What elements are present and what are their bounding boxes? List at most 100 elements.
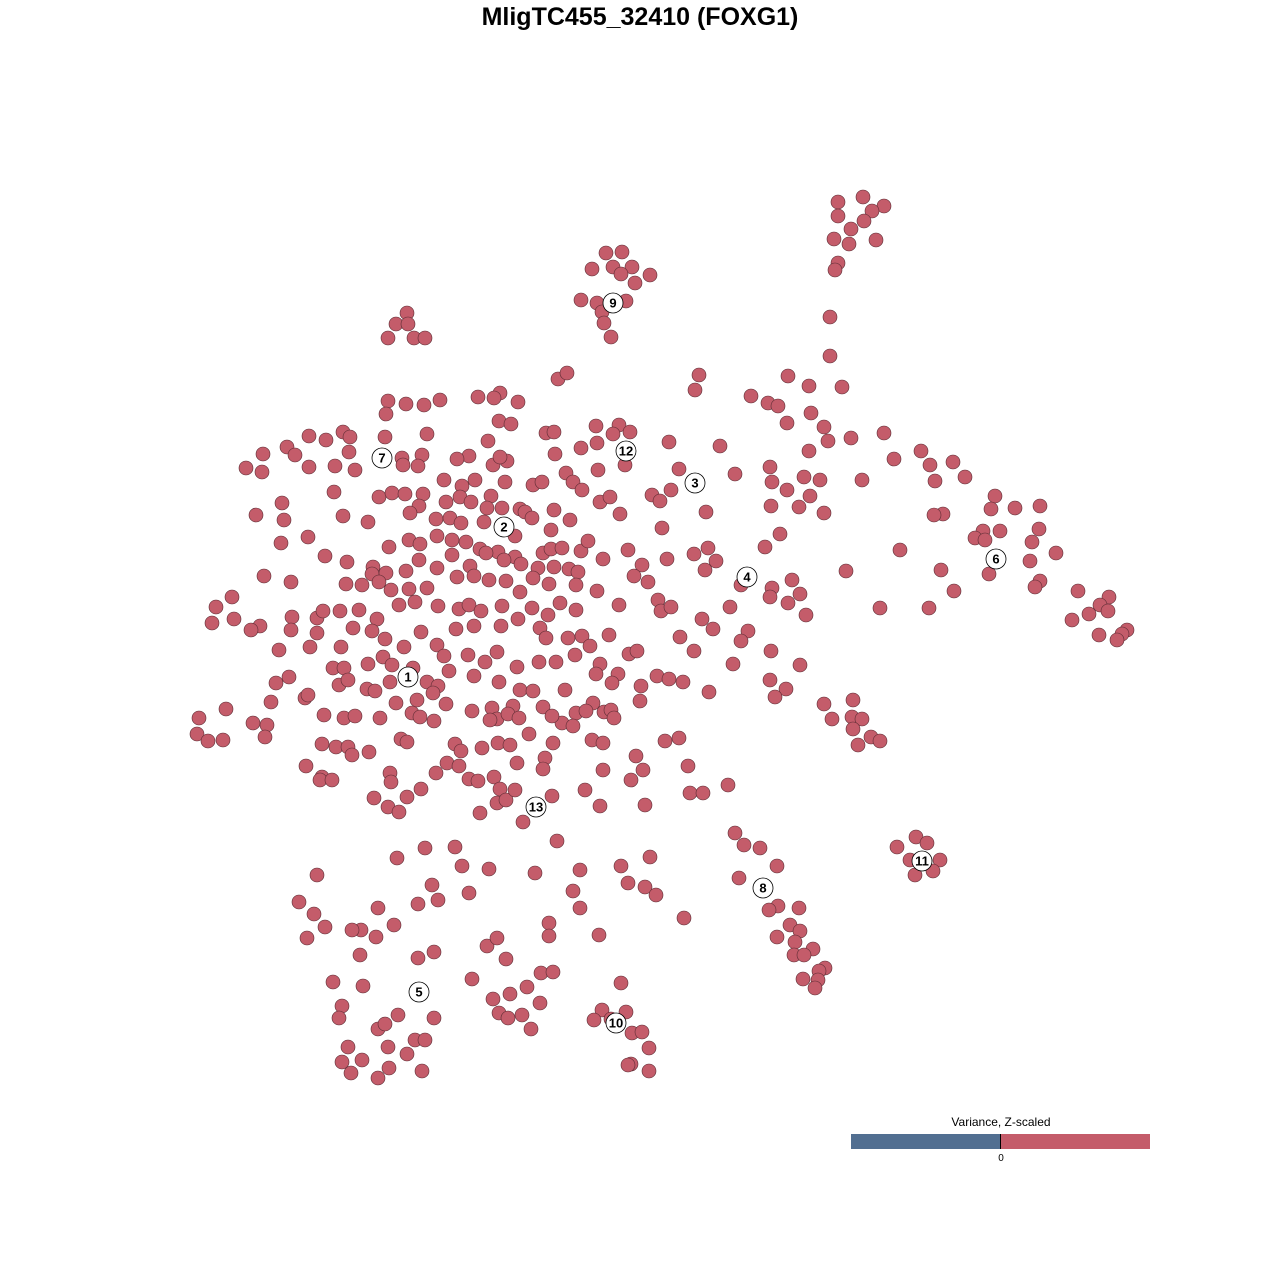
data-point	[541, 928, 557, 944]
data-point	[977, 532, 993, 548]
data-point	[827, 262, 843, 278]
data-point	[257, 729, 273, 745]
data-point	[720, 777, 736, 793]
data-point	[798, 607, 814, 623]
data-point	[300, 529, 316, 545]
data-point	[787, 934, 803, 950]
data-point	[671, 461, 687, 477]
cluster-label-badge	[525, 796, 547, 818]
data-point	[573, 543, 589, 559]
data-point	[352, 947, 368, 963]
data-point	[259, 717, 275, 733]
data-point	[238, 460, 254, 476]
data-point	[396, 639, 412, 655]
data-point	[557, 682, 573, 698]
data-point	[490, 735, 506, 751]
data-point	[816, 505, 832, 521]
data-point	[572, 862, 588, 878]
data-point	[498, 792, 514, 808]
data-point	[345, 620, 361, 636]
data-point	[604, 675, 620, 691]
data-point	[845, 721, 861, 737]
data-point	[769, 929, 785, 945]
data-point	[872, 600, 888, 616]
data-point	[770, 398, 786, 414]
data-point	[854, 711, 870, 727]
data-point	[436, 472, 452, 488]
data-point	[642, 267, 658, 283]
data-point	[534, 474, 550, 490]
data-point	[743, 388, 759, 404]
data-point	[834, 379, 850, 395]
data-point	[510, 611, 526, 627]
data-point	[299, 930, 315, 946]
data-point	[856, 213, 872, 229]
data-point	[731, 870, 747, 886]
data-point	[276, 512, 292, 528]
data-point	[784, 572, 800, 588]
data-point	[792, 586, 808, 602]
data-point	[1024, 534, 1040, 550]
data-point	[686, 643, 702, 659]
data-point	[324, 772, 340, 788]
data-point	[371, 574, 387, 590]
data-point	[331, 1010, 347, 1026]
data-point	[838, 563, 854, 579]
data-point	[801, 443, 817, 459]
data-point	[524, 600, 540, 616]
data-point	[492, 449, 508, 465]
data-point	[1048, 545, 1064, 561]
data-point	[316, 707, 332, 723]
data-point	[531, 654, 547, 670]
data-point	[410, 896, 426, 912]
data-point	[430, 598, 446, 614]
data-point	[512, 584, 528, 600]
data-point	[661, 671, 677, 687]
cluster-label-5: 5	[408, 981, 430, 1003]
data-point	[983, 501, 999, 517]
data-point	[507, 782, 523, 798]
data-point	[826, 231, 842, 247]
data-point	[458, 534, 474, 550]
data-point	[544, 708, 560, 724]
data-point	[606, 710, 622, 726]
data-point	[855, 189, 871, 205]
data-point	[306, 906, 322, 922]
data-point	[493, 618, 509, 634]
data-point	[523, 1021, 539, 1037]
data-point	[354, 1052, 370, 1068]
cluster-label-badge	[736, 566, 758, 588]
data-point	[398, 396, 414, 412]
data-point	[761, 902, 777, 918]
data-point	[367, 683, 383, 699]
data-point	[780, 595, 796, 611]
data-point	[381, 539, 397, 555]
data-point	[438, 696, 454, 712]
data-point	[407, 594, 423, 610]
data-point	[695, 785, 711, 801]
data-point	[333, 639, 349, 655]
data-point	[461, 597, 477, 613]
data-point	[987, 488, 1003, 504]
data-point	[417, 1032, 433, 1048]
data-point	[791, 499, 807, 515]
data-point	[485, 991, 501, 1007]
data-point	[687, 382, 703, 398]
data-point	[429, 560, 445, 576]
data-point	[281, 669, 297, 685]
data-point	[796, 469, 812, 485]
cluster-label-text: 10	[609, 1016, 623, 1031]
data-point	[889, 839, 905, 855]
data-point	[588, 418, 604, 434]
data-point	[694, 611, 710, 627]
data-point	[792, 657, 808, 673]
data-point	[780, 368, 796, 384]
data-point	[425, 685, 441, 701]
data-point	[588, 666, 604, 682]
data-point	[822, 348, 838, 364]
data-point	[546, 424, 562, 440]
cluster-label-text: 13	[529, 800, 543, 815]
legend-low-segment	[851, 1134, 1000, 1149]
data-point	[361, 744, 377, 760]
